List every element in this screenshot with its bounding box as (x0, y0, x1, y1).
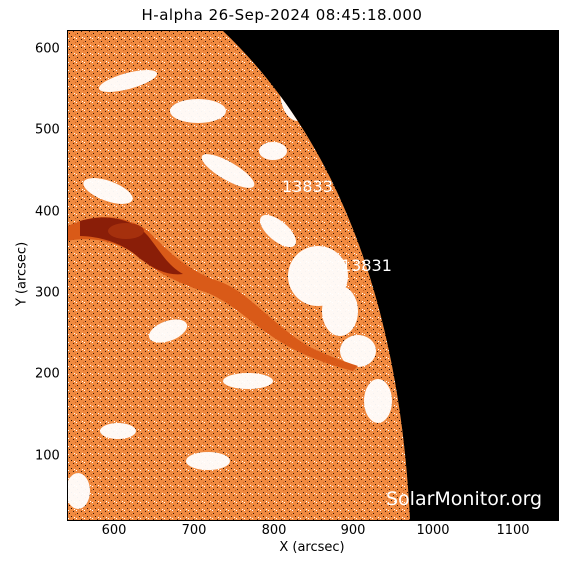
solarmonitor-watermark: SolarMonitor.org (386, 488, 543, 510)
x-tick-label: 700 (181, 523, 207, 538)
x-axis-label: X (arcsec) (279, 540, 345, 555)
x-tick-label: 900 (340, 523, 366, 538)
dark-filament (68, 216, 358, 371)
y-tick-label: 200 (35, 366, 60, 382)
region-label-13831: 13831 (341, 256, 392, 275)
x-tick-label: 1100 (496, 523, 530, 538)
x-tick-label: 600 (101, 523, 127, 538)
y-tick-label: 600 (35, 41, 60, 57)
x-tick-label: 1000 (416, 523, 450, 538)
x-tick-label: 800 (261, 523, 287, 538)
y-tick-label: 400 (35, 204, 60, 220)
image-title: H-alpha 26-Sep-2024 08:45:18.000 (141, 6, 423, 24)
y-tick-label: 500 (35, 122, 60, 138)
region-label-13833: 13833 (282, 177, 333, 196)
h-alpha-image (68, 31, 558, 520)
solar-image-frame (67, 30, 559, 521)
y-axis-label: Y (arcsec) (14, 241, 30, 307)
y-tick-label: 300 (35, 285, 60, 301)
y-tick-label: 100 (35, 448, 60, 464)
